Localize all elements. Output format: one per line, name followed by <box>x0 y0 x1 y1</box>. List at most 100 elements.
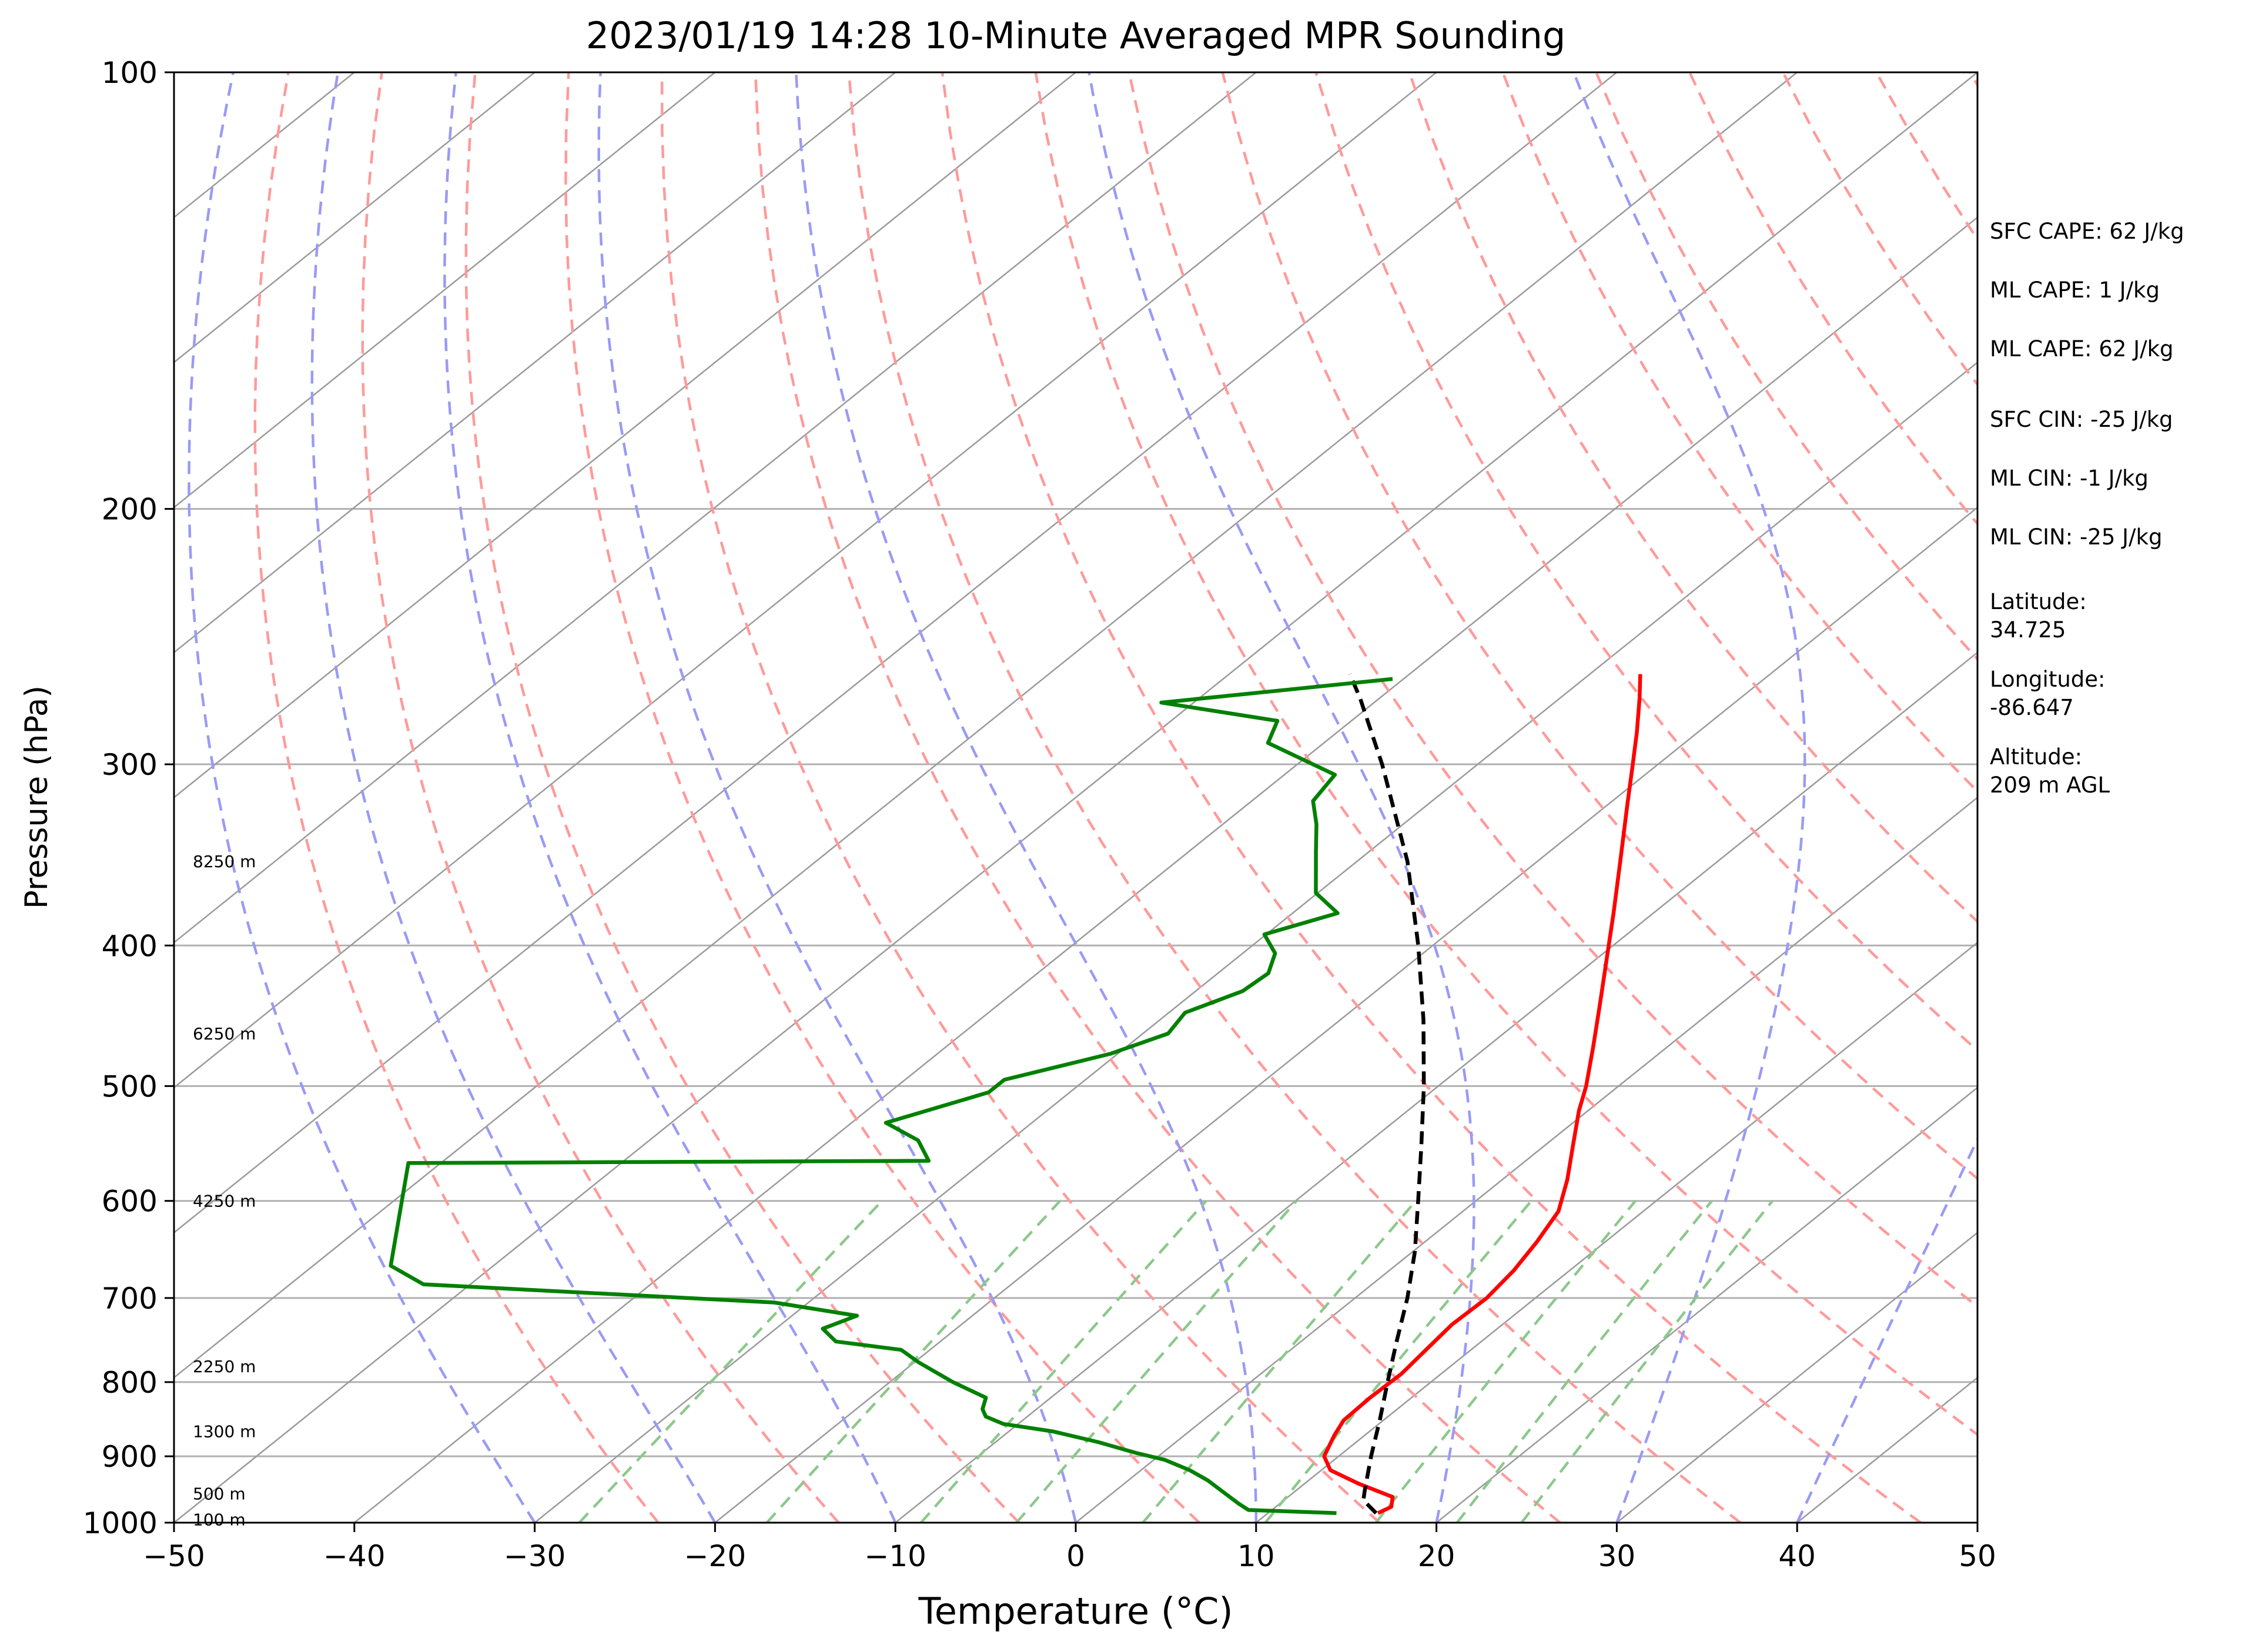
isotherm-line <box>174 72 1798 1379</box>
dry-adiabat-line <box>754 72 1561 1523</box>
latitude-value: 34.725 <box>1990 617 2066 643</box>
altitude-block: Altitude: 209 m AGL <box>1990 743 2237 821</box>
mixing-ratio-line <box>765 1200 1061 1523</box>
isotherm-line <box>534 361 1977 1523</box>
height-label: 100 m <box>193 1510 246 1530</box>
longitude-value: -86.647 <box>1990 695 2074 720</box>
moist-adiabat-line <box>443 72 897 1523</box>
mixing-ratio-line <box>1374 1200 1637 1523</box>
height-label: 1300 m <box>193 1422 256 1442</box>
isotherm-line <box>174 72 896 654</box>
x-tick-label: 40 <box>1778 1539 1816 1573</box>
moist-adiabat-line <box>310 72 717 1523</box>
isotherm-line <box>174 72 1977 1523</box>
y-axis-label: Pressure (hPa) <box>19 685 55 909</box>
isotherm-line <box>714 506 1977 1523</box>
x-axis-label: Temperature (°C) <box>918 1590 1233 1633</box>
ml-cin-text-2: ML CIN: -25 J/kg <box>1990 524 2163 550</box>
altitude-value: 209 m AGL <box>1990 773 2110 798</box>
isotherm-line <box>174 72 716 509</box>
mixing-ratio-line <box>1264 1200 1532 1523</box>
mixing-ratio-line <box>1455 1200 1713 1523</box>
y-tick-label: 200 <box>102 493 158 527</box>
dry-adiabat-line <box>464 72 1020 1523</box>
dry-adiabat-line <box>941 72 1922 1523</box>
y-tick-label: 400 <box>102 929 158 963</box>
isotherm-line <box>1616 1231 1977 1523</box>
dry-adiabat-line <box>1595 72 1977 661</box>
sounding-info-panel: SFC CAPE: 62 J/kg ML CAPE: 1 J/kg ML CAP… <box>1990 218 2237 821</box>
temperature-trace <box>1322 674 1642 1515</box>
y-tick-label: 600 <box>102 1185 158 1219</box>
y-tick-label: 100 <box>102 56 158 90</box>
isotherm-line <box>1256 941 1977 1523</box>
moist-adiabat-line <box>795 72 1258 1523</box>
ml-cape-text: ML CAPE: 1 J/kg <box>1990 277 2160 303</box>
y-tick-label: 500 <box>102 1069 158 1103</box>
moist-adiabat-line <box>188 72 536 1523</box>
height-label: 2250 m <box>193 1357 256 1376</box>
moist-adiabat-line <box>1087 72 1475 1523</box>
height-label: 6250 m <box>193 1024 256 1044</box>
mixing-ratio-line <box>1520 1200 1773 1523</box>
height-label: 8250 m <box>193 852 256 871</box>
mixing-ratio-line <box>920 1200 1207 1523</box>
dry-adiabat-line <box>1127 72 1977 1309</box>
dry-adiabat-line <box>1221 72 1977 1181</box>
sfc-cin-text: SFC CIN: -25 J/kg <box>1990 407 2173 432</box>
dry-adiabat-line <box>660 72 1381 1523</box>
x-tick-label: 10 <box>1237 1539 1275 1573</box>
altitude-label: Altitude: <box>1990 744 2083 770</box>
y-tick-label: 300 <box>102 748 158 782</box>
height-labels: 100 m 500 m 1300 m 2250 m 4250 m 6250 m 8250 m <box>193 852 256 1529</box>
moist-adiabat-line <box>1572 72 1806 1523</box>
isotherm-line <box>1075 796 1977 1523</box>
x-tick-label: −40 <box>323 1539 386 1573</box>
longitude-label: Longitude: <box>1990 667 2106 692</box>
mixing-ratio-line <box>578 1200 884 1523</box>
ml-cape-text-2: ML CAPE: 62 J/kg <box>1990 336 2174 362</box>
ml-cin-text: ML CIN: -1 J/kg <box>1990 466 2149 491</box>
x-tick-label: 50 <box>1959 1539 1996 1573</box>
isotherm-line <box>354 216 1977 1523</box>
sfc-cape-text: SFC CAPE: 62 J/kg <box>1990 219 2184 244</box>
isotherm-line <box>174 72 536 364</box>
parcel-trace <box>1348 673 1426 1515</box>
latitude-block: Latitude: 34.725 <box>1990 588 2237 666</box>
x-tick-label: −50 <box>143 1539 205 1573</box>
moist-adiabat-line <box>597 72 1078 1523</box>
isotherm-line <box>174 72 1257 944</box>
height-label: 500 m <box>193 1484 246 1504</box>
dry-adiabat-line <box>361 72 840 1523</box>
y-tick-label: 900 <box>102 1440 158 1474</box>
isotherm-line <box>174 72 1437 1089</box>
y-tick-label: 800 <box>102 1366 158 1400</box>
sounding-profiles <box>389 673 1642 1516</box>
x-tick-label: −30 <box>504 1539 566 1573</box>
dry-adiabat-line <box>1314 72 1977 1052</box>
moist-adiabat-line <box>1796 1136 1977 1523</box>
y-tick-label: 1000 <box>83 1506 158 1540</box>
mixing-ratio-line <box>1142 1200 1417 1523</box>
x-tick-label: 20 <box>1418 1539 1455 1573</box>
dry-adiabat-line <box>564 72 1200 1523</box>
chart-title: 2023/01/19 14:28 10-Minute Averaged MPR … <box>586 14 1566 57</box>
isotherm-line <box>174 72 1618 1234</box>
isotherm-line <box>895 651 1977 1523</box>
height-label: 4250 m <box>193 1192 256 1211</box>
x-tick-label: −10 <box>864 1539 926 1573</box>
dry-adiabat-line <box>253 72 660 1523</box>
dry-adiabat-line <box>1034 72 1977 1437</box>
x-tick-label: −20 <box>684 1539 747 1573</box>
isotherm-line <box>1435 1086 1977 1523</box>
longitude-block: Longitude: -86.647 <box>1990 666 2237 743</box>
background-lines <box>174 72 1977 1523</box>
dewpoint-trace <box>389 677 1393 1516</box>
latitude-label: Latitude: <box>1990 589 2087 614</box>
x-tick-label: 0 <box>1066 1539 1085 1573</box>
axes: −50 −40 −30 −20 −10 0 10 20 30 40 50 1000 900 800 700 6… <box>83 56 1996 1573</box>
isotherm-line <box>174 72 1076 799</box>
dry-adiabat-line <box>847 72 1741 1523</box>
x-tick-label: 30 <box>1598 1539 1636 1573</box>
